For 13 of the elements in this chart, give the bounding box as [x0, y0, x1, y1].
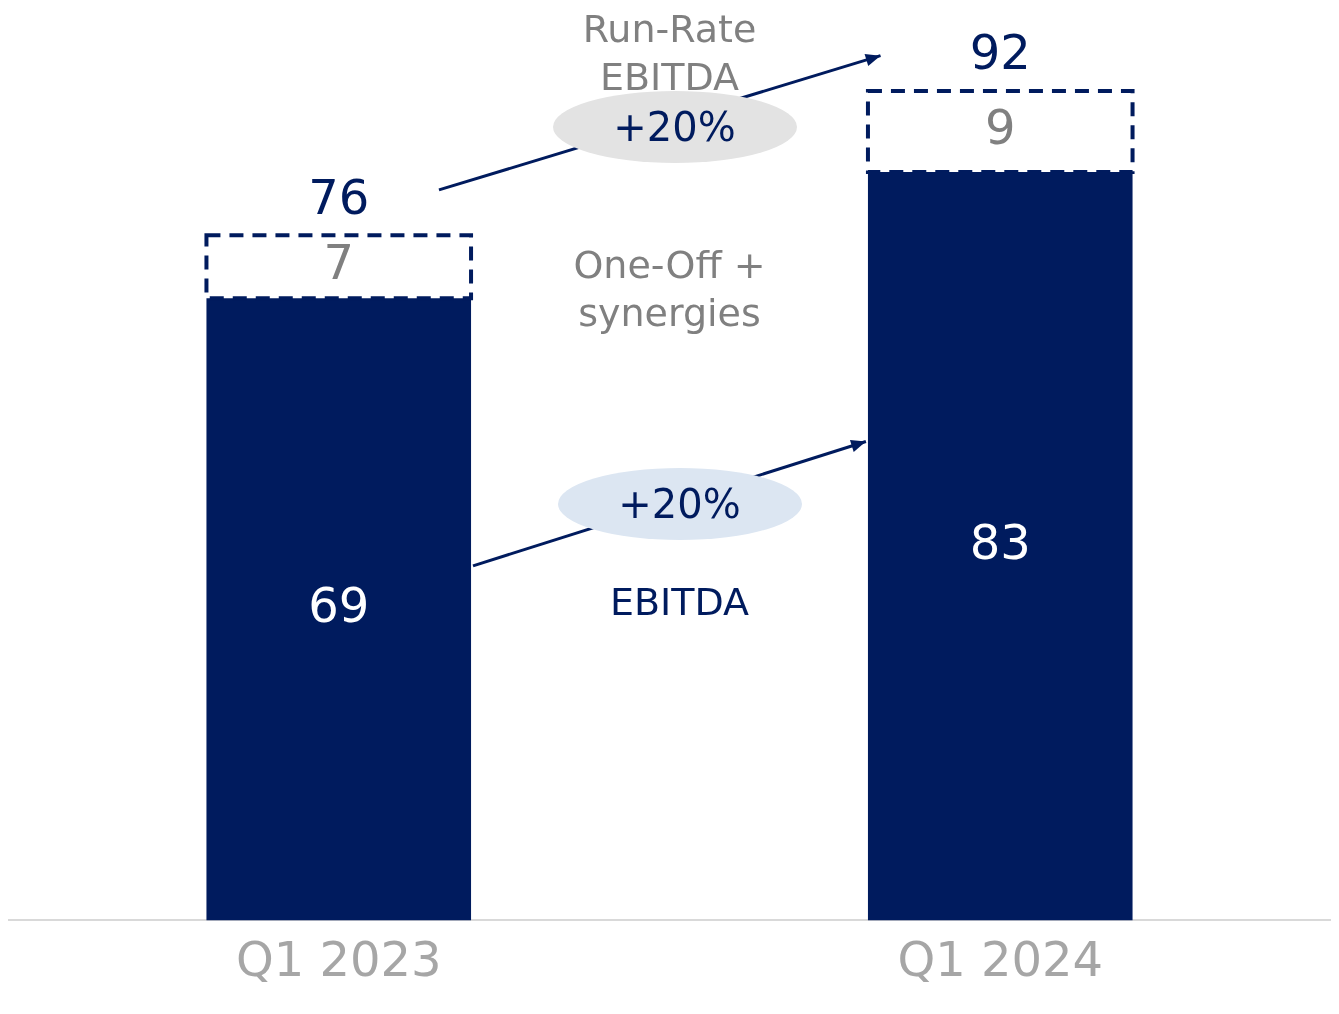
text: One-Off + synergies — [573, 243, 766, 336]
data-label: 83 — [969, 513, 1031, 570]
text: EBITDA — [609, 580, 750, 625]
x-tick-label: Q1 2023 — [235, 930, 442, 987]
total-label: 92 — [969, 24, 1031, 81]
data-label: 7 — [323, 234, 355, 291]
data-label: 69 — [308, 576, 370, 633]
total-label: 76 — [308, 168, 370, 225]
annotation: +20% — [618, 480, 741, 527]
annotation: +20% — [613, 104, 736, 151]
annotation: Run-Rate EBITDA — [582, 6, 757, 99]
data-label: 9 — [984, 98, 1016, 155]
x-tick-label: Q1 2024 — [897, 930, 1104, 987]
